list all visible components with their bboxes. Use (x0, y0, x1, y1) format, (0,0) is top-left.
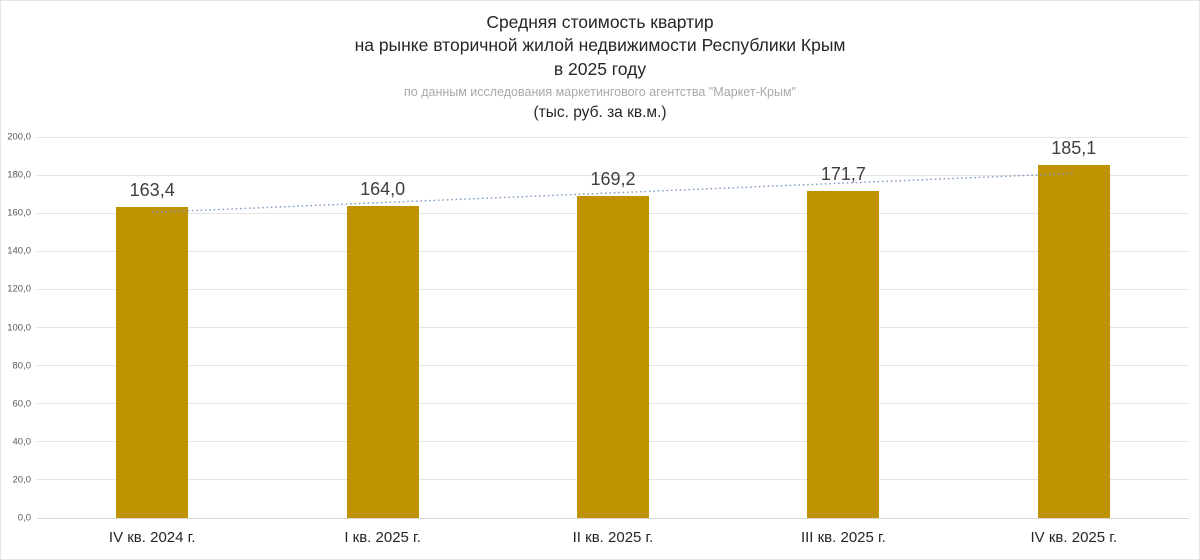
y-axis-tick-label: 140,0 (7, 245, 31, 257)
bar-2 (346, 205, 419, 518)
bar-value-label: 164,0 (360, 178, 406, 199)
x-axis-category-label: I кв. 2025 г. (344, 529, 421, 546)
chart-subtitle: по данным исследования маркетингового аг… (404, 85, 796, 99)
x-axis-category-label: IV кв. 2025 г. (1030, 529, 1118, 546)
chart-title-line3: в 2025 году (553, 59, 647, 79)
y-axis-tick-label: 180,0 (7, 169, 31, 181)
bar-3 (577, 195, 649, 518)
y-axis-tick-label: 80,0 (12, 360, 32, 372)
bar-5 (1037, 165, 1110, 518)
y-axis-tick-label: 160,0 (7, 207, 31, 219)
y-axis-tick-label: 40,0 (12, 436, 32, 448)
y-axis-tick-label: 60,0 (12, 398, 32, 410)
bar-value-label: 169,2 (590, 168, 636, 189)
bar-value-label: 171,7 (820, 163, 866, 184)
bar-value-label: 185,1 (1051, 138, 1097, 159)
bar-value-label: 163,4 (129, 179, 175, 200)
y-axis-tick-label: 20,0 (12, 474, 32, 486)
x-axis-category-label: III кв. 2025 г. (800, 529, 886, 546)
plot-area: 163,4 164,0 169,2 171,7 185,1 (37, 136, 1189, 519)
x-axis-category-label: II кв. 2025 г. (572, 529, 654, 546)
chart-units-label: (тыс. руб. за кв.м.) (533, 104, 667, 121)
y-axis-tick-label: 0,0 (17, 512, 31, 524)
bar-4 (807, 190, 880, 518)
chart-title-line2: на рынке вторичной жилой недвижимости Ре… (354, 35, 846, 55)
bar-1 (116, 206, 189, 518)
y-axis-tick-label: 100,0 (7, 322, 31, 333)
y-axis: 0,0 20,0 40,0 60,0 80,0 100,0 120,0 140,0 160,0 1… (1, 132, 34, 524)
gridline (37, 517, 1189, 519)
gridline (37, 136, 1189, 138)
chart-title-line1: Средняя стоимость квартир (486, 12, 714, 32)
x-axis-category-label: IV кв. 2024 г. (108, 529, 196, 546)
y-axis-tick-label: 120,0 (7, 283, 31, 295)
x-axis: IV кв. 2024 г. I кв. 2025 г. II кв. 2025 г… (37, 527, 1189, 551)
y-axis-tick-label: 200,0 (7, 131, 31, 143)
